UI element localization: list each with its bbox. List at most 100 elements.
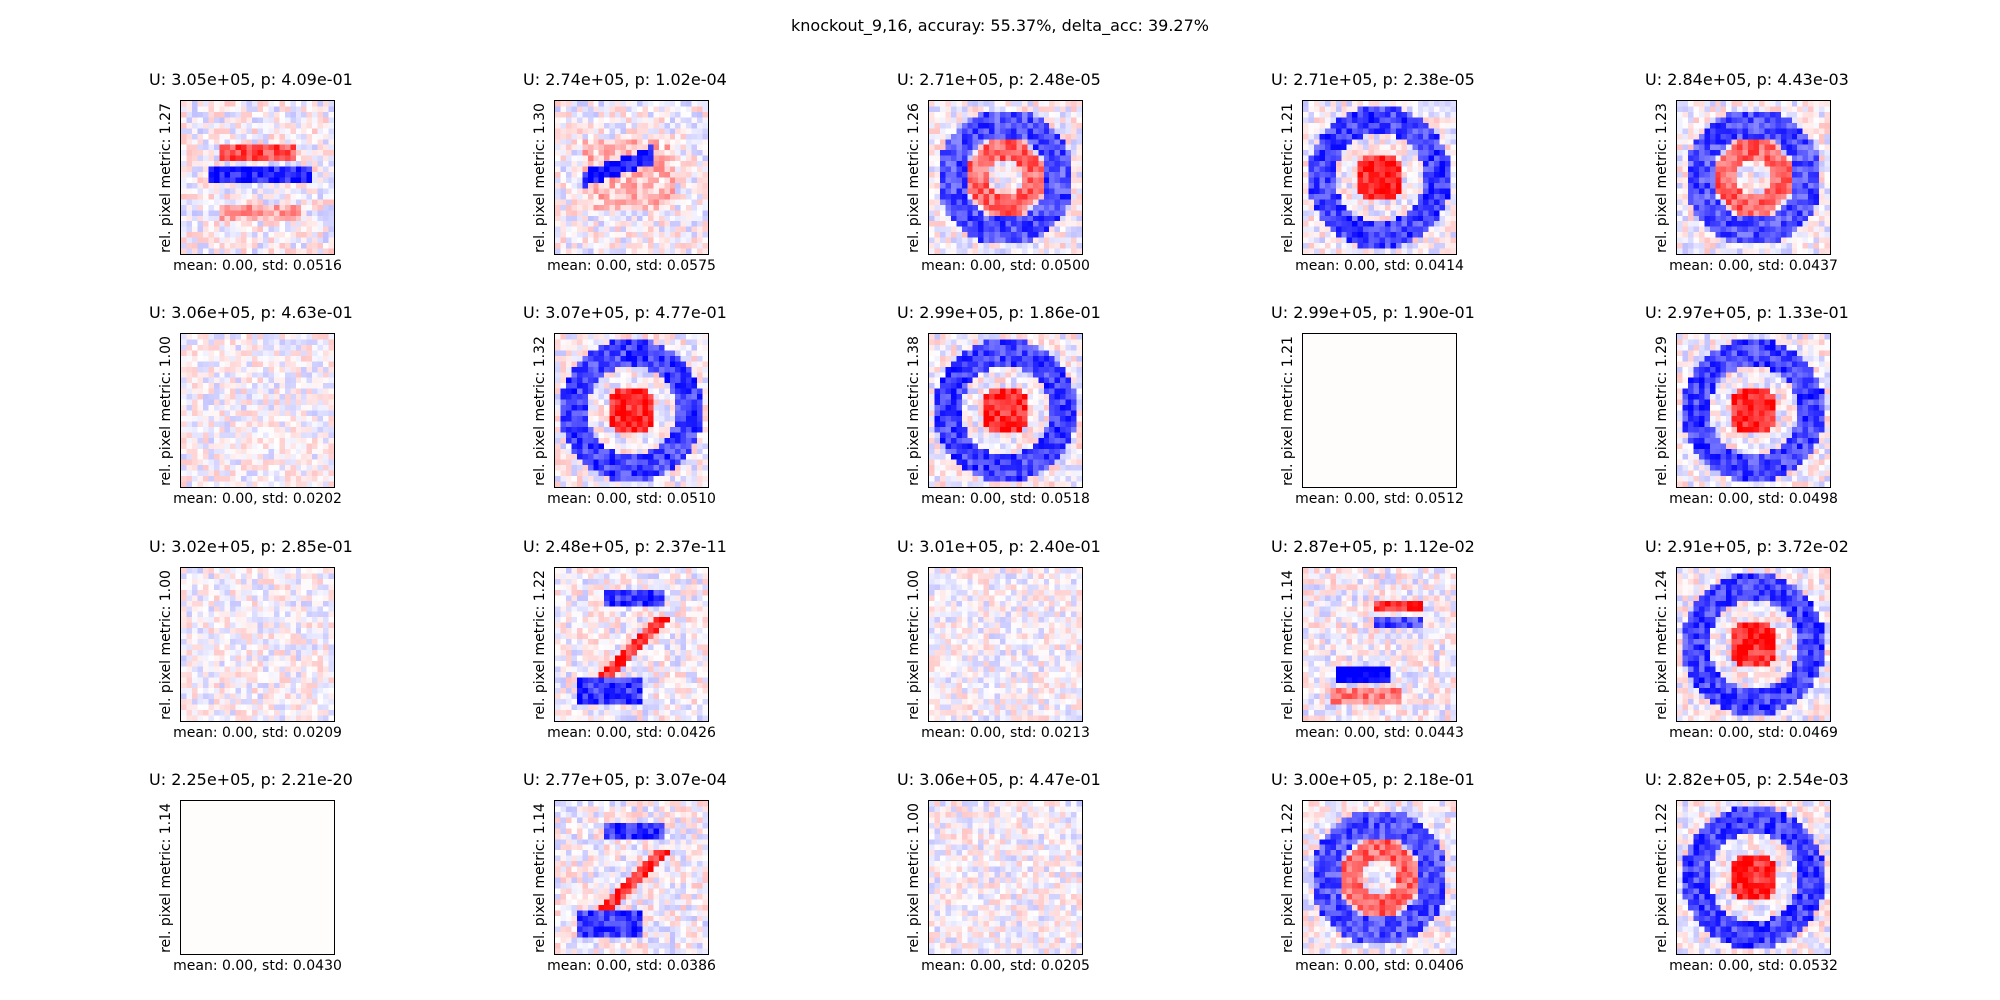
panel-ylabel: rel. pixel metric: 1.27 bbox=[158, 102, 174, 253]
panel-xlabel: mean: 0.00, std: 0.0202 bbox=[173, 491, 342, 507]
panel-ylabel: rel. pixel metric: 1.00 bbox=[158, 569, 174, 720]
panel-title: U: 3.05e+05, p: 4.09e-01 bbox=[149, 70, 353, 89]
panel-xlabel: mean: 0.00, std: 0.0516 bbox=[173, 258, 342, 274]
panel-title: U: 2.25e+05, p: 2.21e-20 bbox=[149, 770, 353, 789]
heatmap-panel bbox=[1302, 800, 1457, 955]
panel-xlabel: mean: 0.00, std: 0.0575 bbox=[547, 258, 716, 274]
heatmap-image bbox=[929, 101, 1082, 254]
panel-title: U: 2.97e+05, p: 1.33e-01 bbox=[1645, 303, 1849, 322]
panel-ylabel: rel. pixel metric: 1.22 bbox=[1280, 802, 1296, 953]
panel-title: U: 2.99e+05, p: 1.86e-01 bbox=[897, 303, 1101, 322]
heatmap-image bbox=[929, 568, 1082, 721]
panel-ylabel: rel. pixel metric: 1.14 bbox=[532, 802, 548, 953]
heatmap-panel bbox=[1302, 100, 1457, 255]
panel-title: U: 3.02e+05, p: 2.85e-01 bbox=[149, 537, 353, 556]
panel-ylabel: rel. pixel metric: 1.14 bbox=[158, 802, 174, 953]
panel-xlabel: mean: 0.00, std: 0.0510 bbox=[547, 491, 716, 507]
panel-title: U: 3.06e+05, p: 4.63e-01 bbox=[149, 303, 353, 322]
panel-title: U: 2.99e+05, p: 1.90e-01 bbox=[1271, 303, 1475, 322]
panel-title: U: 2.71e+05, p: 2.38e-05 bbox=[1271, 70, 1475, 89]
heatmap-panel bbox=[180, 100, 335, 255]
heatmap-panel bbox=[928, 100, 1083, 255]
heatmap-panel bbox=[554, 100, 709, 255]
panel-xlabel: mean: 0.00, std: 0.0426 bbox=[547, 725, 716, 741]
heatmap-image bbox=[929, 334, 1082, 487]
heatmap-image bbox=[1677, 334, 1830, 487]
heatmap-image bbox=[555, 101, 708, 254]
heatmap-panel bbox=[180, 333, 335, 488]
heatmap-image bbox=[1303, 334, 1456, 487]
heatmap-image bbox=[181, 568, 334, 721]
panel-title: U: 2.84e+05, p: 4.43e-03 bbox=[1645, 70, 1849, 89]
panel-xlabel: mean: 0.00, std: 0.0518 bbox=[921, 491, 1090, 507]
heatmap-image bbox=[929, 801, 1082, 954]
heatmap-panel bbox=[1302, 567, 1457, 722]
panel-xlabel: mean: 0.00, std: 0.0406 bbox=[1295, 958, 1464, 974]
panel-xlabel: mean: 0.00, std: 0.0205 bbox=[921, 958, 1090, 974]
panel-ylabel: rel. pixel metric: 1.21 bbox=[1280, 335, 1296, 486]
panel-title: U: 2.82e+05, p: 2.54e-03 bbox=[1645, 770, 1849, 789]
panel-ylabel: rel. pixel metric: 1.26 bbox=[906, 102, 922, 253]
panel-ylabel: rel. pixel metric: 1.22 bbox=[1654, 802, 1670, 953]
panel-ylabel: rel. pixel metric: 1.00 bbox=[158, 335, 174, 486]
heatmap-panel bbox=[928, 800, 1083, 955]
heatmap-panel bbox=[1676, 333, 1831, 488]
heatmap-image bbox=[181, 101, 334, 254]
panel-ylabel: rel. pixel metric: 1.38 bbox=[906, 335, 922, 486]
panel-xlabel: mean: 0.00, std: 0.0498 bbox=[1669, 491, 1838, 507]
heatmap-image bbox=[181, 334, 334, 487]
panel-ylabel: rel. pixel metric: 1.22 bbox=[532, 569, 548, 720]
panel-xlabel: mean: 0.00, std: 0.0500 bbox=[921, 258, 1090, 274]
panel-title: U: 2.91e+05, p: 3.72e-02 bbox=[1645, 537, 1849, 556]
panel-title: U: 3.00e+05, p: 2.18e-01 bbox=[1271, 770, 1475, 789]
heatmap-image bbox=[1677, 101, 1830, 254]
heatmap-image bbox=[555, 801, 708, 954]
panel-ylabel: rel. pixel metric: 1.30 bbox=[532, 102, 548, 253]
heatmap-panel bbox=[928, 567, 1083, 722]
panel-xlabel: mean: 0.00, std: 0.0213 bbox=[921, 725, 1090, 741]
heatmap-panel bbox=[180, 567, 335, 722]
panel-xlabel: mean: 0.00, std: 0.0469 bbox=[1669, 725, 1838, 741]
panel-title: U: 2.71e+05, p: 2.48e-05 bbox=[897, 70, 1101, 89]
heatmap-image bbox=[1303, 101, 1456, 254]
panel-title: U: 3.06e+05, p: 4.47e-01 bbox=[897, 770, 1101, 789]
heatmap-panel bbox=[180, 800, 335, 955]
panel-title: U: 3.07e+05, p: 4.77e-01 bbox=[523, 303, 727, 322]
heatmap-image bbox=[1677, 568, 1830, 721]
panel-title: U: 2.77e+05, p: 3.07e-04 bbox=[523, 770, 727, 789]
panel-xlabel: mean: 0.00, std: 0.0386 bbox=[547, 958, 716, 974]
panel-ylabel: rel. pixel metric: 1.32 bbox=[532, 335, 548, 486]
heatmap-panel bbox=[554, 333, 709, 488]
panel-title: U: 2.48e+05, p: 2.37e-11 bbox=[523, 537, 727, 556]
panel-ylabel: rel. pixel metric: 1.29 bbox=[1654, 335, 1670, 486]
heatmap-panel bbox=[554, 800, 709, 955]
panel-xlabel: mean: 0.00, std: 0.0512 bbox=[1295, 491, 1464, 507]
panel-title: U: 2.87e+05, p: 1.12e-02 bbox=[1271, 537, 1475, 556]
heatmap-panel bbox=[1676, 567, 1831, 722]
panel-xlabel: mean: 0.00, std: 0.0414 bbox=[1295, 258, 1464, 274]
panel-ylabel: rel. pixel metric: 1.00 bbox=[906, 569, 922, 720]
panel-xlabel: mean: 0.00, std: 0.0437 bbox=[1669, 258, 1838, 274]
panel-ylabel: rel. pixel metric: 1.24 bbox=[1654, 569, 1670, 720]
panel-ylabel: rel. pixel metric: 1.14 bbox=[1280, 569, 1296, 720]
heatmap-panel bbox=[1302, 333, 1457, 488]
panel-xlabel: mean: 0.00, std: 0.0532 bbox=[1669, 958, 1838, 974]
heatmap-image bbox=[1677, 801, 1830, 954]
heatmap-image bbox=[1303, 801, 1456, 954]
heatmap-image bbox=[555, 334, 708, 487]
heatmap-image bbox=[1303, 568, 1456, 721]
panel-xlabel: mean: 0.00, std: 0.0430 bbox=[173, 958, 342, 974]
panel-title: U: 2.74e+05, p: 1.02e-04 bbox=[523, 70, 727, 89]
panel-xlabel: mean: 0.00, std: 0.0209 bbox=[173, 725, 342, 741]
panel-title: U: 3.01e+05, p: 2.40e-01 bbox=[897, 537, 1101, 556]
panel-ylabel: rel. pixel metric: 1.00 bbox=[906, 802, 922, 953]
heatmap-image bbox=[555, 568, 708, 721]
panel-ylabel: rel. pixel metric: 1.21 bbox=[1280, 102, 1296, 253]
heatmap-panel bbox=[554, 567, 709, 722]
figure-title: knockout_9,16, accuray: 55.37%, delta_ac… bbox=[791, 16, 1209, 35]
panel-xlabel: mean: 0.00, std: 0.0443 bbox=[1295, 725, 1464, 741]
heatmap-panel bbox=[928, 333, 1083, 488]
heatmap-image bbox=[181, 801, 334, 954]
heatmap-panel bbox=[1676, 800, 1831, 955]
panel-ylabel: rel. pixel metric: 1.23 bbox=[1654, 102, 1670, 253]
